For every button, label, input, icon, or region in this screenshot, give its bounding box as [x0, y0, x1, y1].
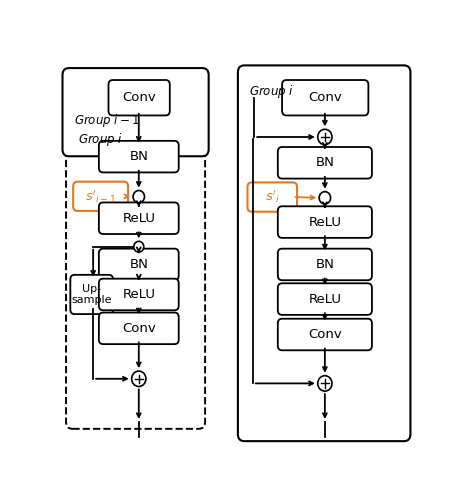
FancyBboxPatch shape: [277, 147, 371, 178]
Text: Conv: Conv: [122, 322, 155, 335]
Circle shape: [131, 371, 146, 386]
Circle shape: [134, 242, 144, 252]
FancyBboxPatch shape: [99, 312, 178, 344]
Text: BN: BN: [315, 156, 334, 170]
FancyBboxPatch shape: [243, 132, 407, 431]
FancyBboxPatch shape: [277, 248, 371, 280]
FancyBboxPatch shape: [277, 284, 371, 315]
Text: ReLU: ReLU: [122, 212, 155, 224]
Text: ReLU: ReLU: [308, 216, 341, 228]
FancyBboxPatch shape: [108, 80, 169, 116]
Circle shape: [133, 190, 144, 203]
FancyBboxPatch shape: [99, 202, 178, 234]
Text: Conv: Conv: [122, 91, 156, 104]
Text: $s'_{i-1}$: $s'_{i-1}$: [85, 188, 116, 204]
Text: Conv: Conv: [308, 91, 341, 104]
FancyBboxPatch shape: [99, 278, 178, 310]
Text: Group $i$: Group $i$: [249, 83, 294, 100]
Text: $s'_i$: $s'_i$: [264, 189, 279, 206]
Circle shape: [319, 192, 330, 204]
FancyBboxPatch shape: [62, 68, 208, 156]
FancyBboxPatch shape: [73, 182, 128, 211]
FancyBboxPatch shape: [247, 182, 297, 212]
Text: Up-
sample: Up- sample: [71, 284, 112, 306]
FancyBboxPatch shape: [277, 318, 371, 350]
Text: ReLU: ReLU: [122, 288, 155, 301]
FancyBboxPatch shape: [99, 248, 178, 280]
FancyBboxPatch shape: [277, 206, 371, 238]
FancyBboxPatch shape: [70, 275, 113, 314]
Text: Group $i$: Group $i$: [78, 131, 123, 148]
FancyBboxPatch shape: [237, 66, 409, 441]
Text: BN: BN: [129, 258, 148, 271]
Text: ReLU: ReLU: [308, 292, 341, 306]
Circle shape: [317, 376, 331, 391]
Text: Group $i-1$: Group $i-1$: [73, 112, 139, 129]
Circle shape: [317, 130, 331, 144]
FancyBboxPatch shape: [99, 141, 178, 172]
Text: BN: BN: [315, 258, 334, 271]
FancyBboxPatch shape: [281, 80, 368, 116]
FancyBboxPatch shape: [66, 138, 205, 429]
Text: BN: BN: [129, 150, 148, 163]
Text: Conv: Conv: [308, 328, 341, 341]
